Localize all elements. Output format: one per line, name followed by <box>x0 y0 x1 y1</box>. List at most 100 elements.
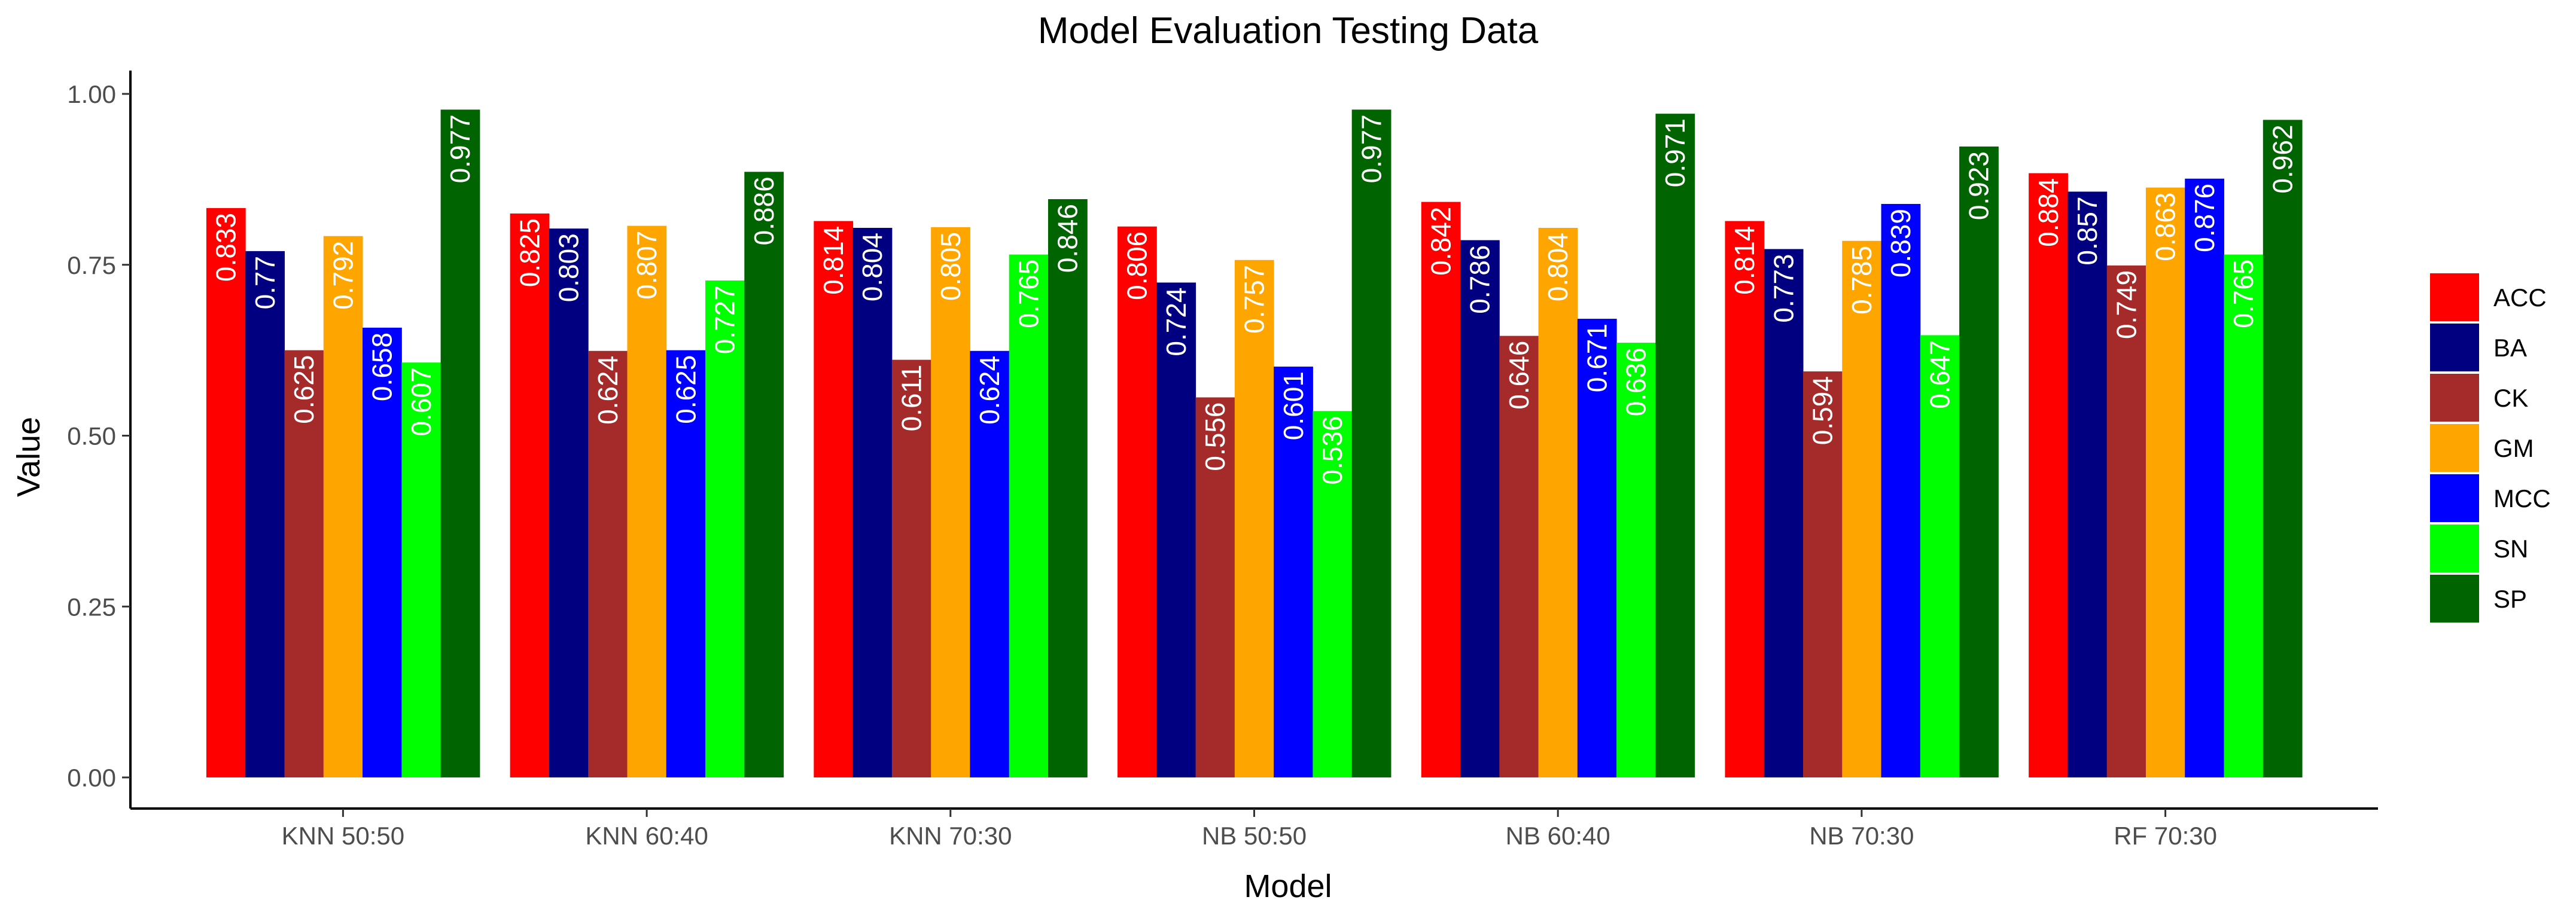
x-tick-label: KNN 70:30 <box>889 822 1012 850</box>
data-label: 0.814 <box>1729 226 1760 295</box>
legend-key <box>2428 472 2481 524</box>
bar <box>2106 265 2146 777</box>
bar <box>1234 260 1274 777</box>
data-label: 0.839 <box>1885 209 1916 277</box>
x-tick-label: KNN 60:40 <box>585 822 708 850</box>
data-label: 0.727 <box>710 285 741 354</box>
bar <box>1009 254 1049 778</box>
bar <box>705 280 745 777</box>
data-label: 0.971 <box>1660 118 1691 187</box>
legend-label: SN <box>2493 535 2528 563</box>
bar <box>1048 199 1088 778</box>
bar <box>627 225 667 777</box>
bar <box>1881 204 1921 777</box>
bar <box>1274 367 1313 777</box>
x-tick-label: NB 50:50 <box>1202 822 1307 850</box>
data-label: 0.792 <box>327 241 358 310</box>
data-label: 0.804 <box>857 233 888 301</box>
bar <box>1959 147 1999 778</box>
bar <box>852 228 893 777</box>
bar <box>891 359 931 777</box>
data-label: 0.607 <box>406 367 437 436</box>
bar <box>2029 173 2068 777</box>
data-label: 0.805 <box>935 232 966 301</box>
y-tick-label: 1.00 <box>67 80 116 108</box>
legend-key <box>2428 522 2481 575</box>
data-label: 0.842 <box>1425 207 1456 276</box>
bar <box>1920 335 1960 777</box>
legend-key <box>2428 321 2481 374</box>
data-label: 0.757 <box>1239 265 1270 334</box>
legend-label: CK <box>2493 384 2528 412</box>
bar <box>510 213 550 777</box>
data-label: 0.611 <box>896 365 927 432</box>
data-label: 0.803 <box>553 233 584 302</box>
data-label: 0.814 <box>818 226 849 295</box>
legend-key <box>2428 271 2481 324</box>
bar <box>1195 397 1235 777</box>
bar <box>1577 319 1617 777</box>
chart-title: Model Evaluation Testing Data <box>1038 10 1539 51</box>
legend-key <box>2428 371 2481 424</box>
bar <box>1313 411 1353 777</box>
data-label: 0.857 <box>2072 196 2103 265</box>
data-label: 0.765 <box>1013 260 1044 328</box>
legend-key <box>2428 572 2481 625</box>
bar <box>2145 187 2185 777</box>
legend-label: BA <box>2493 334 2527 362</box>
bar <box>245 251 285 777</box>
data-label: 0.962 <box>2267 124 2298 193</box>
data-label: 0.77 <box>249 256 281 310</box>
bar <box>1616 343 1656 777</box>
bar <box>1118 226 1157 777</box>
bar <box>440 109 480 777</box>
bar <box>2224 254 2264 778</box>
y-tick-label: 0.00 <box>67 764 116 792</box>
data-label: 0.671 <box>1581 324 1612 392</box>
data-label: 0.923 <box>1963 151 1995 220</box>
data-label: 0.863 <box>2150 193 2181 261</box>
data-label: 0.807 <box>631 231 662 300</box>
bar <box>323 236 363 777</box>
bar <box>206 208 246 778</box>
bar <box>401 362 441 777</box>
data-label: 0.647 <box>1924 340 1955 408</box>
data-label: 0.624 <box>974 356 1005 425</box>
legend-label: SP <box>2493 585 2527 613</box>
data-label: 0.624 <box>592 356 623 425</box>
data-label: 0.773 <box>1768 254 1799 322</box>
data-label: 0.594 <box>1807 376 1838 445</box>
legend-label: GM <box>2493 434 2534 462</box>
bar <box>744 172 784 777</box>
data-label: 0.785 <box>1846 246 1877 315</box>
x-tick-label: NB 70:30 <box>1809 822 1914 850</box>
data-label: 0.786 <box>1464 245 1496 314</box>
data-label: 0.625 <box>670 355 701 424</box>
data-label: 0.749 <box>2111 270 2142 339</box>
bar <box>1499 335 1539 777</box>
legend-label: MCC <box>2493 484 2551 513</box>
data-label: 0.977 <box>444 114 476 183</box>
legend-label: ACC <box>2493 283 2547 312</box>
bar <box>1764 249 1804 777</box>
bar <box>1725 221 1765 777</box>
data-label: 0.556 <box>1199 402 1231 471</box>
x-tick-label: KNN 50:50 <box>282 822 404 850</box>
data-label: 0.601 <box>1278 371 1309 440</box>
data-label: 0.825 <box>514 218 545 287</box>
data-label: 0.804 <box>1542 233 1573 301</box>
data-label: 0.625 <box>288 355 319 424</box>
data-label: 0.536 <box>1317 416 1348 484</box>
bar <box>1460 240 1500 777</box>
bar <box>549 228 589 777</box>
bar <box>2068 191 2108 778</box>
bar <box>1655 114 1695 778</box>
bar <box>1156 282 1196 777</box>
bar <box>1802 371 1843 777</box>
x-tick-label: RF 70:30 <box>2114 822 2217 850</box>
data-label: 0.876 <box>2189 184 2220 252</box>
bar <box>1842 240 1882 777</box>
